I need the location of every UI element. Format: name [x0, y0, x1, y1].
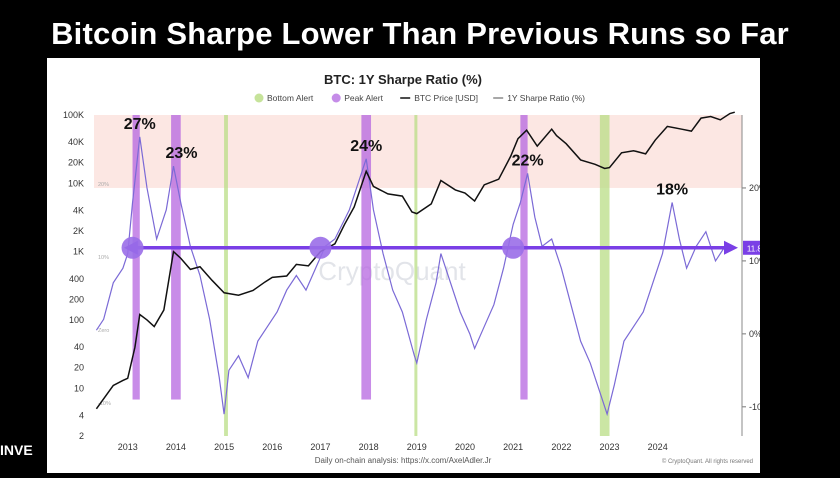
- legend: Bottom Alert Peak Alert BTC Price [USD] 1Y …: [254, 93, 585, 103]
- y-left-tick-0: 100K: [63, 110, 84, 120]
- peak-annotation-4: 18%: [656, 182, 688, 199]
- y-left-tick-14: 2: [79, 431, 84, 441]
- brand-label: INVE: [0, 442, 33, 458]
- threshold-arrow-head-right: [724, 240, 738, 255]
- legend-marker-1: [331, 93, 341, 103]
- y-left-tick-8: 200: [69, 294, 84, 304]
- peak-annotation-3: 22%: [512, 152, 544, 169]
- y-left-tick-1: 40K: [68, 137, 84, 147]
- y-left-tick-7: 400: [69, 274, 84, 284]
- peak-annotation-0: 27%: [124, 116, 156, 133]
- legend-label-3: 1Y Sharpe Ratio (%): [507, 93, 585, 103]
- peak-annotation-2: 24%: [350, 138, 382, 155]
- inner-label-0: 20%: [98, 182, 109, 188]
- peak-alert-band-2: [361, 115, 372, 400]
- y-left-tick-5: 2K: [73, 226, 84, 236]
- x-tick-10: 2023: [599, 442, 619, 452]
- legend-marker-0: [254, 93, 264, 103]
- y-left-tick-10: 40: [74, 342, 84, 352]
- peak-alert-band-1: [171, 115, 181, 400]
- threshold-cross-marker-1: [309, 236, 332, 259]
- x-tick-4: 2017: [310, 442, 330, 452]
- chart-footer[interactable]: Daily on-chain analysis: https://x.com/A…: [315, 456, 492, 465]
- bottom-alert-band-2: [599, 115, 610, 436]
- x-tick-0: 2013: [118, 442, 138, 452]
- watermark: CryptoQuant: [318, 256, 466, 286]
- sharpe-series-line: [95, 136, 735, 417]
- chart-copyright: © CryptoQuant. All rights reserved: [662, 458, 753, 465]
- chart-panel: BTC: 1Y Sharpe Ratio (%) Bottom Alert Pea…: [47, 58, 776, 473]
- inner-label-1: 10%: [98, 255, 109, 261]
- y-left-tick-13: 4: [79, 410, 84, 420]
- y-left-tick-9: 100: [69, 315, 84, 325]
- y-left-tick-3: 10K: [68, 178, 84, 188]
- peak-alert-band-3: [520, 115, 528, 400]
- x-tick-8: 2021: [503, 442, 523, 452]
- y-left-tick-11: 20: [74, 363, 84, 373]
- x-tick-1: 2014: [166, 442, 186, 452]
- x-tick-11: 2024: [648, 442, 668, 452]
- chart-title: BTC: 1Y Sharpe Ratio (%): [324, 72, 482, 87]
- x-tick-7: 2020: [455, 442, 475, 452]
- y-left-tick-2: 20K: [68, 158, 84, 168]
- x-tick-9: 2022: [551, 442, 571, 452]
- threshold-cross-marker-0: [121, 236, 144, 259]
- bottom-alert-band-0: [224, 115, 228, 436]
- bottom-alert-band-1: [414, 115, 418, 436]
- legend-label-0: Bottom Alert: [267, 93, 314, 103]
- y-right-tick-2: 0%: [749, 329, 760, 339]
- y-right-tick-0: 20%: [749, 183, 760, 193]
- threshold-cross-marker-2: [502, 236, 525, 259]
- inner-label-3: -10%: [98, 401, 111, 407]
- current-value-label: 11.8 %: [747, 244, 760, 253]
- legend-label-2: BTC Price [USD]: [414, 93, 478, 103]
- headline: Bitcoin Sharpe Lower Than Previous Runs …: [51, 16, 789, 51]
- legend-label-1: Peak Alert: [344, 93, 383, 103]
- plot-area: 100K 40K 20K 10K 4K 2K 1K 400 200 100 40 20 10 4 2 20% 1…: [63, 110, 776, 452]
- peak-annotation-1: 23%: [165, 145, 197, 162]
- x-tick-3: 2016: [262, 442, 282, 452]
- y-left-tick-6: 1K: [73, 247, 84, 257]
- price-series-line: [95, 111, 735, 410]
- x-tick-2: 2015: [214, 442, 234, 452]
- y-left-tick-4: 4K: [73, 205, 84, 215]
- y-right-tick-1: 10%: [749, 256, 760, 266]
- x-tick-6: 2019: [407, 442, 427, 452]
- y-left-tick-12: 10: [74, 383, 84, 393]
- chart-svg: BTC: 1Y Sharpe Ratio (%) Bottom Alert Pea…: [63, 72, 776, 465]
- x-tick-5: 2018: [359, 442, 379, 452]
- y-right-tick-3: -10%: [749, 402, 760, 412]
- inner-label-2: Zero: [98, 328, 109, 334]
